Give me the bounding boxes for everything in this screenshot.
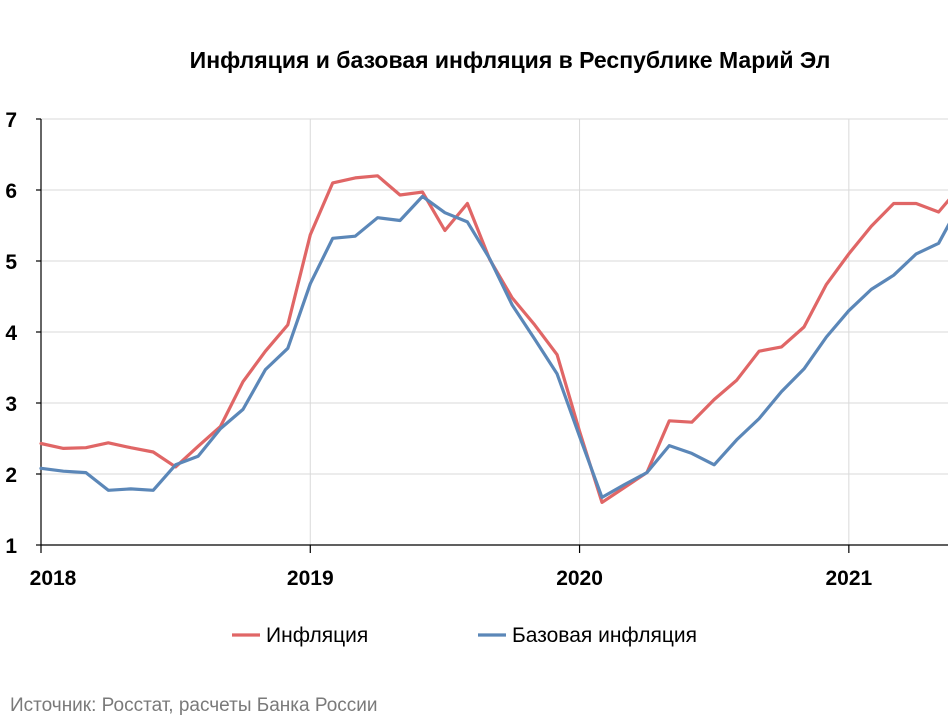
y-tick-label: 3 [5,393,17,416]
x-tick-label: 2018 [30,567,77,590]
grid [41,118,948,545]
source-note: Источник: Росстат, расчеты Банка России [10,695,378,716]
y-tick-label: 2 [5,464,17,487]
x-tick-label: 2021 [825,567,872,590]
x-tick-label: 2019 [287,567,334,590]
y-tick-label: 7 [5,109,17,132]
legend-label-inflation: Инфляция [266,624,368,647]
core-inflation-line [39,194,948,499]
tick-labels: 1 2 3 4 5 6 7 2018 2019 2020 2021 [5,109,872,590]
y-tick-label: 4 [5,322,17,345]
legend-label-core-inflation: Базовая инфляция [512,624,697,647]
legend: Инфляция Базовая инфляция [232,624,697,647]
axes [36,118,948,553]
series-lines [39,174,948,504]
y-tick-label: 5 [5,251,17,274]
chart-title: Инфляция и базовая инфляция в Республике… [190,47,831,73]
x-tick-label: 2020 [556,567,603,590]
inflation-line [39,174,948,504]
y-tick-label: 6 [5,180,17,203]
y-tick-label: 1 [5,535,17,558]
